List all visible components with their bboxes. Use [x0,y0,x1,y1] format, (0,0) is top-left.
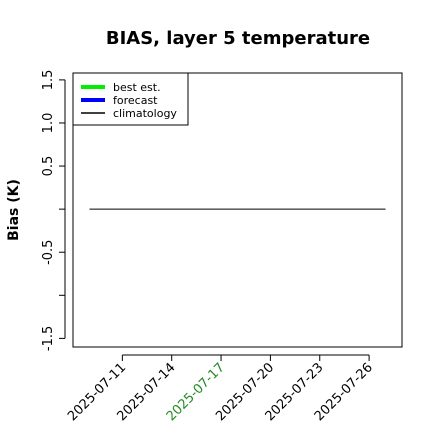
plot-box [72,72,403,348]
legend-box [72,72,189,126]
y-tick-label: -0.5 [41,240,56,265]
chart-title: BIAS, layer 5 temperature [106,28,370,49]
legend-label: best est. [113,81,161,94]
y-tick-label: -1.5 [41,326,56,351]
y-tick-label: 1.5 [41,70,56,91]
y-tick-label: 1.0 [41,113,56,134]
legend-label: forecast [113,94,158,107]
legend-label: climatology [113,107,177,120]
y-tick-label: 0.5 [41,156,56,177]
y-axis-label: Bias (K) [6,179,22,241]
